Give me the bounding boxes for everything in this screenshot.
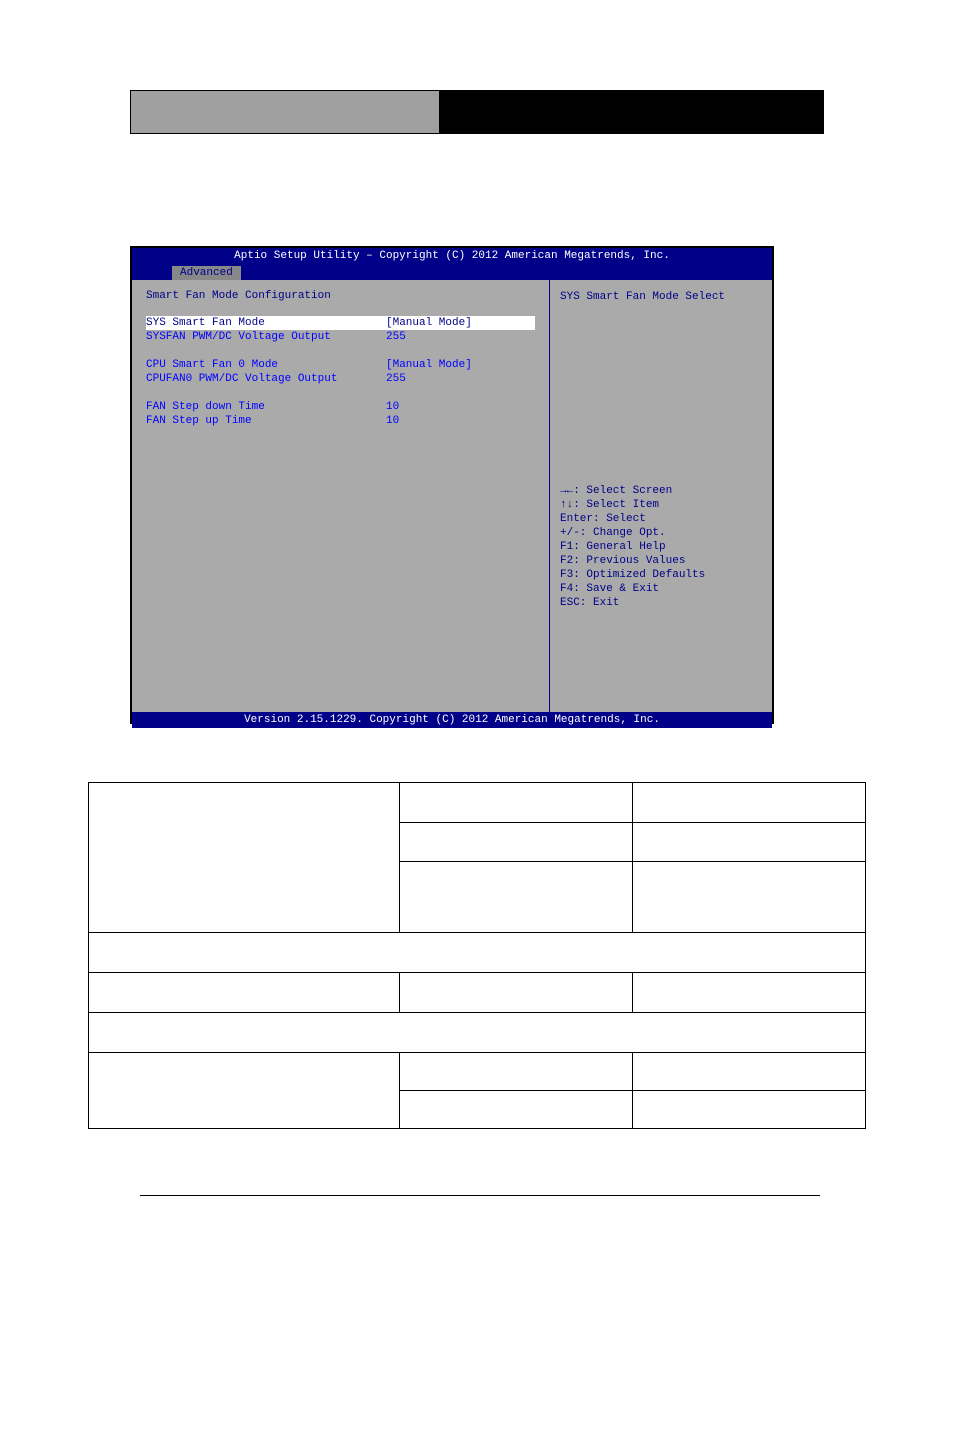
config-table	[88, 782, 866, 1129]
bios-setting-value: [Manual Mode]	[386, 316, 472, 330]
bios-section-heading: Smart Fan Mode Configuration	[146, 290, 535, 302]
bios-setup-window: Aptio Setup Utility – Copyright (C) 2012…	[130, 246, 774, 724]
bios-setting-value: 255	[386, 330, 406, 344]
bios-setting-row[interactable]: SYSFAN PWM/DC Voltage Output255	[146, 330, 535, 344]
table-cell	[632, 822, 865, 862]
table-cell	[89, 783, 400, 933]
bios-nav-line: F2: Previous Values	[560, 554, 762, 568]
bios-setting-value: 10	[386, 400, 399, 414]
table-row	[89, 933, 866, 973]
bios-nav-line: Enter: Select	[560, 512, 762, 526]
header-left-block	[130, 90, 440, 134]
table-cell	[399, 822, 632, 862]
bios-help-text: SYS Smart Fan Mode Select	[560, 290, 762, 304]
bios-sidebar: SYS Smart Fan Mode Select →←: Select Scr…	[550, 280, 772, 712]
bios-setting-label: SYS Smart Fan Mode	[146, 316, 386, 330]
table-cell	[399, 1053, 632, 1091]
bios-spacer	[146, 344, 535, 358]
bios-setting-label: FAN Step up Time	[146, 414, 386, 428]
table-cell	[399, 862, 632, 933]
page-header-bar	[130, 90, 824, 134]
bios-tab-row: Advanced	[132, 264, 772, 280]
bios-setting-value: [Manual Mode]	[386, 358, 472, 372]
bios-body: Smart Fan Mode Configuration SYS Smart F…	[132, 280, 772, 712]
bios-nav-line: ↑↓: Select Item	[560, 498, 762, 512]
table-cell	[632, 862, 865, 933]
table-cell	[632, 973, 865, 1013]
table-cell	[632, 1091, 865, 1129]
bios-setting-label: CPUFAN0 PWM/DC Voltage Output	[146, 372, 386, 386]
bios-version-bar: Version 2.15.1229. Copyright (C) 2012 Am…	[132, 712, 772, 728]
bios-title-bar: Aptio Setup Utility – Copyright (C) 2012…	[132, 248, 772, 264]
table-cell	[89, 1053, 400, 1129]
header-right-block	[440, 90, 824, 134]
bios-nav-line: F4: Save & Exit	[560, 582, 762, 596]
bios-nav-line: →←: Select Screen	[560, 484, 762, 498]
table-row	[89, 783, 866, 823]
bios-setting-row[interactable]: CPU Smart Fan 0 Mode[Manual Mode]	[146, 358, 535, 372]
bios-setting-label: CPU Smart Fan 0 Mode	[146, 358, 386, 372]
bios-setting-label: SYSFAN PWM/DC Voltage Output	[146, 330, 386, 344]
table-cell	[89, 973, 400, 1013]
bios-setting-row[interactable]: SYS Smart Fan Mode[Manual Mode]	[146, 316, 535, 330]
bios-setting-row[interactable]: CPUFAN0 PWM/DC Voltage Output255	[146, 372, 535, 386]
table-cell	[399, 973, 632, 1013]
tab-advanced[interactable]: Advanced	[172, 266, 241, 280]
table-cell	[632, 783, 865, 823]
bios-setting-value: 10	[386, 414, 399, 428]
bios-setting-row[interactable]: FAN Step down Time10	[146, 400, 535, 414]
table-row	[89, 1053, 866, 1091]
bios-setting-label: FAN Step down Time	[146, 400, 386, 414]
bios-settings-list: SYS Smart Fan Mode[Manual Mode]SYSFAN PW…	[146, 316, 535, 428]
bios-setting-row[interactable]: FAN Step up Time10	[146, 414, 535, 428]
bios-nav-line: +/-: Change Opt.	[560, 526, 762, 540]
bios-spacer	[146, 386, 535, 400]
table-cell	[399, 783, 632, 823]
table-row	[89, 1013, 866, 1053]
bios-nav-line: ESC: Exit	[560, 596, 762, 610]
table-cell	[89, 1013, 866, 1053]
table-cell	[89, 933, 866, 973]
bios-nav-help: →←: Select Screen↑↓: Select ItemEnter: S…	[560, 484, 762, 610]
table-cell	[632, 1053, 865, 1091]
config-table-section	[88, 782, 866, 1129]
bios-setting-value: 255	[386, 372, 406, 386]
table-row	[89, 973, 866, 1013]
bios-nav-line: F3: Optimized Defaults	[560, 568, 762, 582]
table-cell	[399, 1091, 632, 1129]
bios-nav-line: F1: General Help	[560, 540, 762, 554]
bios-main-panel: Smart Fan Mode Configuration SYS Smart F…	[132, 280, 550, 712]
footer-rule	[140, 1195, 820, 1196]
